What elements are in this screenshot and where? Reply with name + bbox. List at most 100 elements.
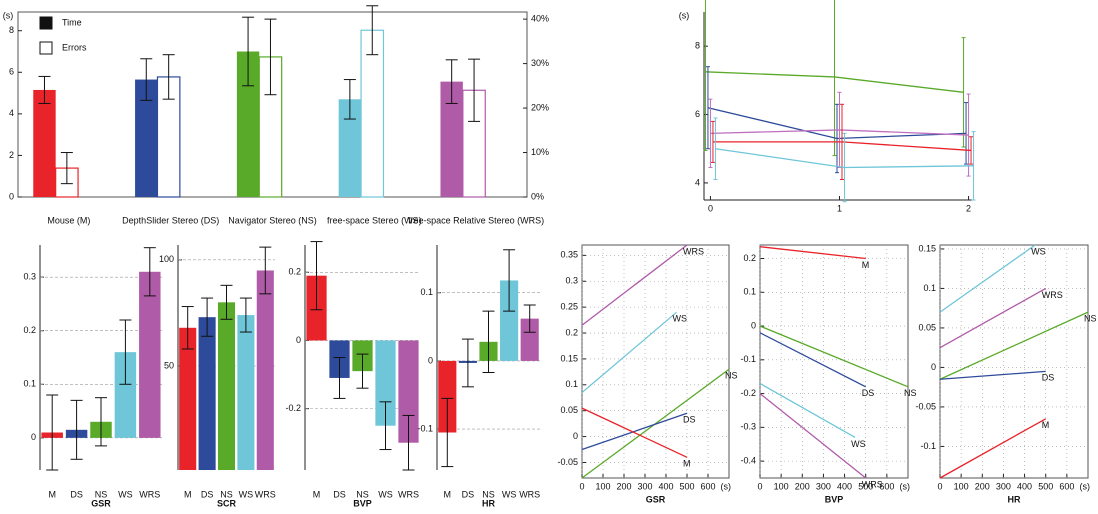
x-tick-label: M [313,489,321,499]
y-tick-label: -0.1 [740,354,756,364]
x-tick-label: 200 [616,481,631,491]
y-tick-label: 8 [695,41,700,51]
bar [236,51,260,197]
bar [520,318,539,361]
y-tick-label: 0.35 [560,250,578,260]
x-tick-label: Navigator Stereo (NS) [228,215,317,225]
y-tick-label: 0.05 [560,405,578,415]
y-tick-label: -0.3 [740,422,756,432]
line-label: NS [1084,314,1097,324]
x-tick-label: WRS [139,489,160,499]
y-tick-label: 8 [9,25,14,35]
bar [360,29,385,198]
bar [398,340,419,443]
y-tick-label: 0 [428,355,433,365]
plot-frame [939,244,1089,479]
x-axis-unit: (s) [900,481,911,491]
y-tick-label: 0.15 [560,353,578,363]
x-tick-label: 1 [837,203,842,213]
y-tick-label: 0 [573,431,578,441]
x-tick-label: WS [378,489,393,499]
bar [237,315,255,470]
y-tick-label: -0.05 [557,457,578,467]
x-tick-label: Mouse (M) [47,215,90,225]
x-tick-label: 500 [1038,481,1053,491]
x-tick-label: 0 [937,481,942,491]
series-line [939,311,1089,380]
series-line [939,370,1046,380]
x-axis-label: HR [482,498,495,508]
x-tick-label: 200 [975,481,990,491]
line-label: DS [862,388,875,398]
line-label: M [1042,420,1050,430]
x-tick-label: NS [220,489,233,499]
x-tick-label: 400 [1017,481,1032,491]
bar [438,360,457,433]
y-tick-label: 6 [695,109,700,119]
x-tick-label: 100 [595,481,610,491]
y-tick-label: -0.1 [920,441,936,451]
y-tick-label: 0 [296,335,301,345]
line-label: DS [683,415,696,425]
bar [114,352,137,438]
x-tick-label: WS [239,489,254,499]
x-tick-label: 300 [637,481,652,491]
x-tick-label: WRS [255,489,276,499]
x-tick-label: 400 [658,481,673,491]
series-line [759,393,867,479]
bar [256,270,274,470]
y-tick-label: 10% [531,147,549,157]
bar [33,89,56,197]
y-tick-label: 0 [9,191,14,201]
y-tick-label: 0.3 [565,276,578,286]
y-tick-label: 0.2 [565,327,578,337]
y-tick-label: 0.1 [743,287,756,297]
x-tick-label: M [184,489,192,499]
line-label: M [683,459,691,469]
bar [217,302,236,470]
line-label: WS [673,314,688,324]
x-tick-label: WS [502,489,517,499]
x-tick-label: 0 [579,481,584,491]
y-tick-label: 4 [9,108,14,118]
x-axis-label: BVP [825,494,844,504]
legend-swatch [39,41,53,55]
series-line [581,311,677,394]
legend-label: Time [62,17,82,27]
x-axis-label: GSR [646,494,666,504]
y-tick-label: 0.05 [918,322,936,332]
line-label: WS [1031,246,1046,256]
y-axis-label: (s) [679,10,690,20]
y-tick-label: 0.2 [743,253,756,263]
line-label: NS [904,388,917,398]
series-line [939,418,1047,479]
x-tick-label: M [48,489,56,499]
y-tick-label: 20% [531,102,549,112]
y-tick-label: -0.1 [417,423,433,433]
line-label: WS [851,439,866,449]
y-tick-label: 30% [531,58,549,68]
y-axis-label: (s) [3,10,14,20]
series-line [939,287,1047,349]
y-tick-label: -0.2 [285,403,301,413]
y-tick-label: 0 [31,432,36,442]
x-tick-label: 100 [774,481,789,491]
y-tick-label: 0.1 [23,379,36,389]
x-tick-label: 200 [795,481,810,491]
x-tick-label: NS [95,489,108,499]
y-tick-label: 40% [531,13,549,23]
x-tick-label: 500 [679,481,694,491]
series-line [759,382,856,439]
x-tick-label: 100 [954,481,969,491]
x-axis-label: SCR [217,498,237,508]
series-line [759,325,909,388]
line-label: DS [1042,373,1055,383]
bar [440,81,463,197]
x-tick-label: NS [482,489,495,499]
bar [139,271,161,438]
x-tick-label: DS [333,489,346,499]
y-tick-label: 2 [9,150,14,160]
x-tick-label: 600 [879,481,894,491]
x-axis-label: HR [1008,494,1021,504]
y-tick-label: 0.1 [923,283,936,293]
